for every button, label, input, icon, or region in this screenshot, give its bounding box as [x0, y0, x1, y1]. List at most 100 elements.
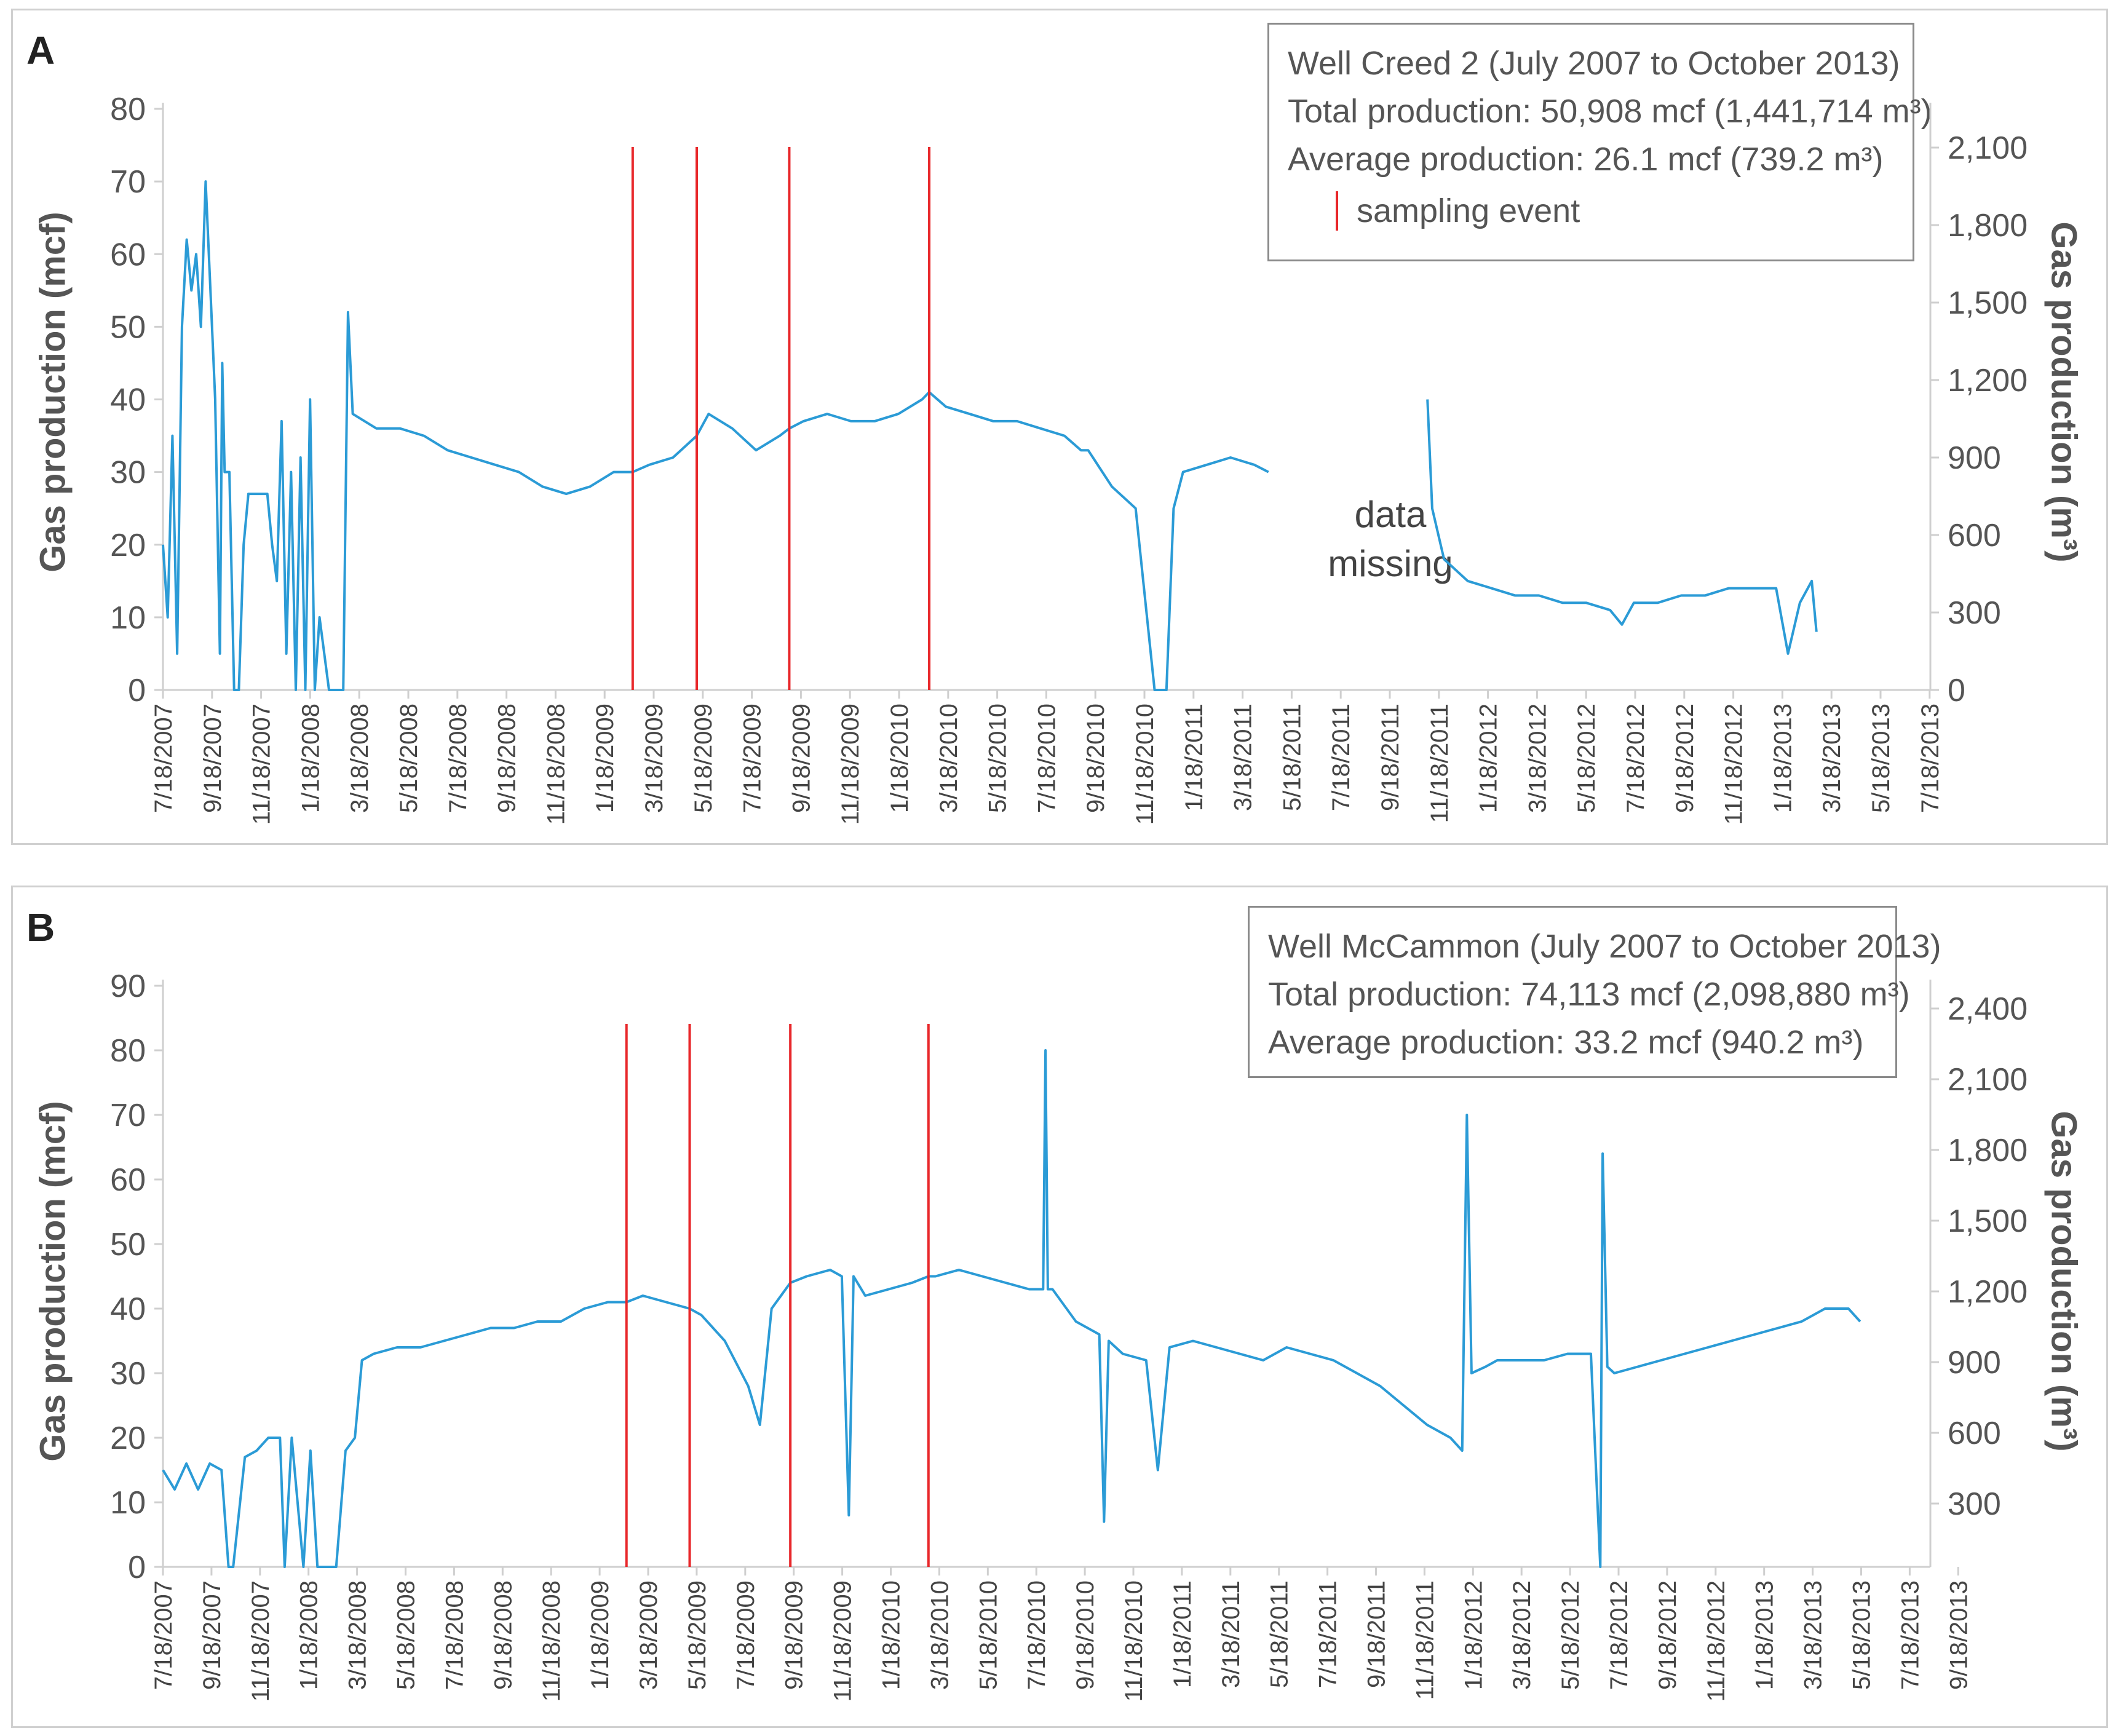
y-tick-label-left: 10 — [110, 600, 146, 636]
x-tick-label: 7/18/2012 — [1622, 704, 1649, 813]
x-tick-label: 1/18/2008 — [297, 704, 324, 813]
y-tick-label-right: 300 — [1948, 595, 2001, 631]
panel-b-letter: B — [26, 905, 55, 949]
x-tick-label: 7/18/2009 — [732, 1580, 759, 1690]
x-tick-label: 7/18/2007 — [150, 1580, 177, 1690]
x-tick-label: 11/18/2009 — [837, 704, 864, 825]
y-tick-label-right: 2,100 — [1948, 130, 2028, 166]
y-tick-label-right: 2,400 — [1948, 991, 2028, 1027]
y-tick-label-right: 2,100 — [1948, 1062, 2028, 1098]
y-tick-label-right: 1,200 — [1948, 363, 2028, 398]
data-missing-annotation: data missing — [1298, 490, 1483, 589]
x-tick-label: 1/18/2013 — [1751, 1580, 1778, 1690]
y-tick-label-right: 1,500 — [1948, 1203, 2028, 1239]
y-tick-label-left: 20 — [110, 528, 146, 563]
legend-a-line-2: Total production: 50,908 mcf (1,441,714 … — [1288, 93, 1932, 130]
legend-a-line-3: Average production: 26.1 mcf (739.2 m³) — [1288, 141, 1884, 178]
y-tick-label-left: 40 — [110, 382, 146, 418]
y-tick-label-left: 50 — [110, 309, 146, 345]
x-tick-label: 1/18/2013 — [1769, 704, 1796, 813]
x-tick-label: 11/18/2012 — [1721, 704, 1748, 825]
x-tick-label: 9/18/2009 — [781, 1580, 808, 1690]
x-tick-label: 9/18/2013 — [1945, 1580, 1972, 1690]
y-tick-label-left: 10 — [110, 1485, 146, 1521]
y-tick-label-right: 1,800 — [1948, 208, 2028, 244]
x-tick-label: 7/18/2012 — [1606, 1580, 1633, 1690]
legend-a-sampling-label: sampling event — [1357, 192, 1580, 229]
x-tick-label: 11/18/2010 — [1120, 1580, 1148, 1702]
panel-a-letter: A — [26, 28, 55, 73]
y-tick-label-left: 30 — [110, 1356, 146, 1392]
x-tick-label: 5/18/2010 — [975, 1580, 1002, 1690]
x-tick-label: 9/18/2007 — [199, 1580, 226, 1690]
legend-a-sampling: sampling event — [1288, 187, 1894, 235]
x-tick-label: 1/18/2008 — [296, 1580, 323, 1690]
y-tick-label-right: 900 — [1948, 1345, 2001, 1381]
y-tick-label-right: 0 — [1948, 673, 1965, 708]
x-tick-label: 3/18/2008 — [344, 1580, 371, 1690]
y-tick-label-left: 60 — [110, 1162, 146, 1198]
x-tick-label: 7/18/2013 — [1897, 1580, 1924, 1690]
x-tick-label: 5/18/2009 — [684, 1580, 711, 1690]
x-tick-label: 3/18/2010 — [935, 704, 962, 813]
x-tick-label: 5/18/2009 — [690, 704, 717, 813]
x-tick-label: 7/18/2009 — [739, 704, 766, 813]
x-tick-label: 3/18/2009 — [641, 704, 668, 813]
y-tick-label-left: 80 — [110, 1033, 146, 1069]
x-tick-label: 1/18/2010 — [886, 704, 913, 813]
x-tick-label: 5/18/2012 — [1557, 1580, 1584, 1690]
x-tick-label: 9/18/2011 — [1363, 1580, 1390, 1688]
x-tick-label: 11/18/2008 — [538, 1580, 565, 1702]
chart-b: 0 10 20 30 40 50 60 70 80 90 300 600 900 1,200 1,500 1,… — [110, 969, 2028, 1702]
legend-a-line-1: Well Creed 2 (July 2007 to October 2013) — [1288, 45, 1900, 82]
x-tick-label: 9/18/2012 — [1654, 1580, 1681, 1690]
x-tick-label: 7/18/2010 — [1033, 704, 1060, 813]
y-tick-label-left: 50 — [110, 1227, 146, 1262]
x-tick-label: 11/18/2009 — [830, 1580, 857, 1702]
x-tick-label: 7/18/2013 — [1917, 704, 1944, 813]
x-tick-label: 5/18/2010 — [985, 704, 1012, 813]
x-tick-label: 9/18/2010 — [1072, 1580, 1099, 1690]
x-tick-label: 5/18/2011 — [1279, 704, 1306, 811]
x-tick-label: 1/18/2009 — [587, 1580, 614, 1690]
x-tick-label: 5/18/2013 — [1868, 704, 1895, 813]
x-tick-label: 11/18/2007 — [247, 1580, 274, 1702]
x-tick-label: 11/18/2007 — [248, 704, 276, 825]
x-tick-label: 3/18/2011 — [1230, 704, 1257, 811]
x-tick-label: 5/18/2012 — [1573, 704, 1600, 813]
x-tick-label: 11/18/2010 — [1132, 704, 1159, 825]
y-tick-label-left: 90 — [110, 969, 146, 1004]
x-tick-label: 5/18/2011 — [1266, 1580, 1293, 1688]
y-tick-label-right: 900 — [1948, 440, 2001, 476]
panel-b: B Well McCammon (July 2007 to October 20… — [11, 886, 2108, 1728]
x-tick-label: 1/18/2012 — [1460, 1580, 1487, 1690]
x-tick-label: 1/18/2010 — [878, 1580, 905, 1690]
x-tick-label: 9/18/2011 — [1377, 704, 1404, 811]
x-tick-label: 3/18/2012 — [1508, 1580, 1536, 1690]
chart-a: 0 10 20 30 40 50 60 70 80 0 300 600 900 1,200 1,500 1,8… — [110, 92, 2028, 825]
x-tick-label: 7/18/2010 — [1023, 1580, 1050, 1690]
data-missing-line-1: data — [1354, 494, 1427, 535]
x-tick-label: 9/18/2010 — [1082, 704, 1109, 813]
y-tick-label-left: 0 — [128, 1550, 146, 1585]
y-tick-label-left: 40 — [110, 1291, 146, 1327]
legend-b-line-1: Well McCammon (July 2007 to October 2013… — [1268, 928, 1941, 965]
x-tick-label: 3/18/2013 — [1800, 1580, 1827, 1690]
y-tick-label-right: 1,500 — [1948, 285, 2028, 321]
data-missing-line-2: missing — [1328, 543, 1453, 584]
x-tick-label: 3/18/2008 — [346, 704, 373, 813]
x-tick-label: 5/18/2008 — [393, 1580, 420, 1690]
x-tick-label: 7/18/2007 — [150, 704, 177, 813]
x-tick-label: 9/18/2007 — [199, 704, 226, 813]
legend-b-line-2: Total production: 74,113 mcf (2,098,880 … — [1268, 976, 1910, 1013]
x-tick-label: 9/18/2008 — [494, 704, 521, 813]
x-tick-label: 3/18/2011 — [1218, 1580, 1245, 1688]
y-tick-label-left: 20 — [110, 1421, 146, 1456]
sampling-event-marker-icon — [1336, 191, 1338, 231]
production-series-line — [162, 180, 1818, 691]
y-tick-label-left: 80 — [110, 92, 146, 127]
x-tick-label: 1/18/2011 — [1169, 1580, 1196, 1688]
x-tick-label: 5/18/2013 — [1849, 1580, 1876, 1690]
x-tick-label: 9/18/2012 — [1671, 704, 1699, 813]
x-tick-label: 11/18/2011 — [1426, 704, 1453, 823]
